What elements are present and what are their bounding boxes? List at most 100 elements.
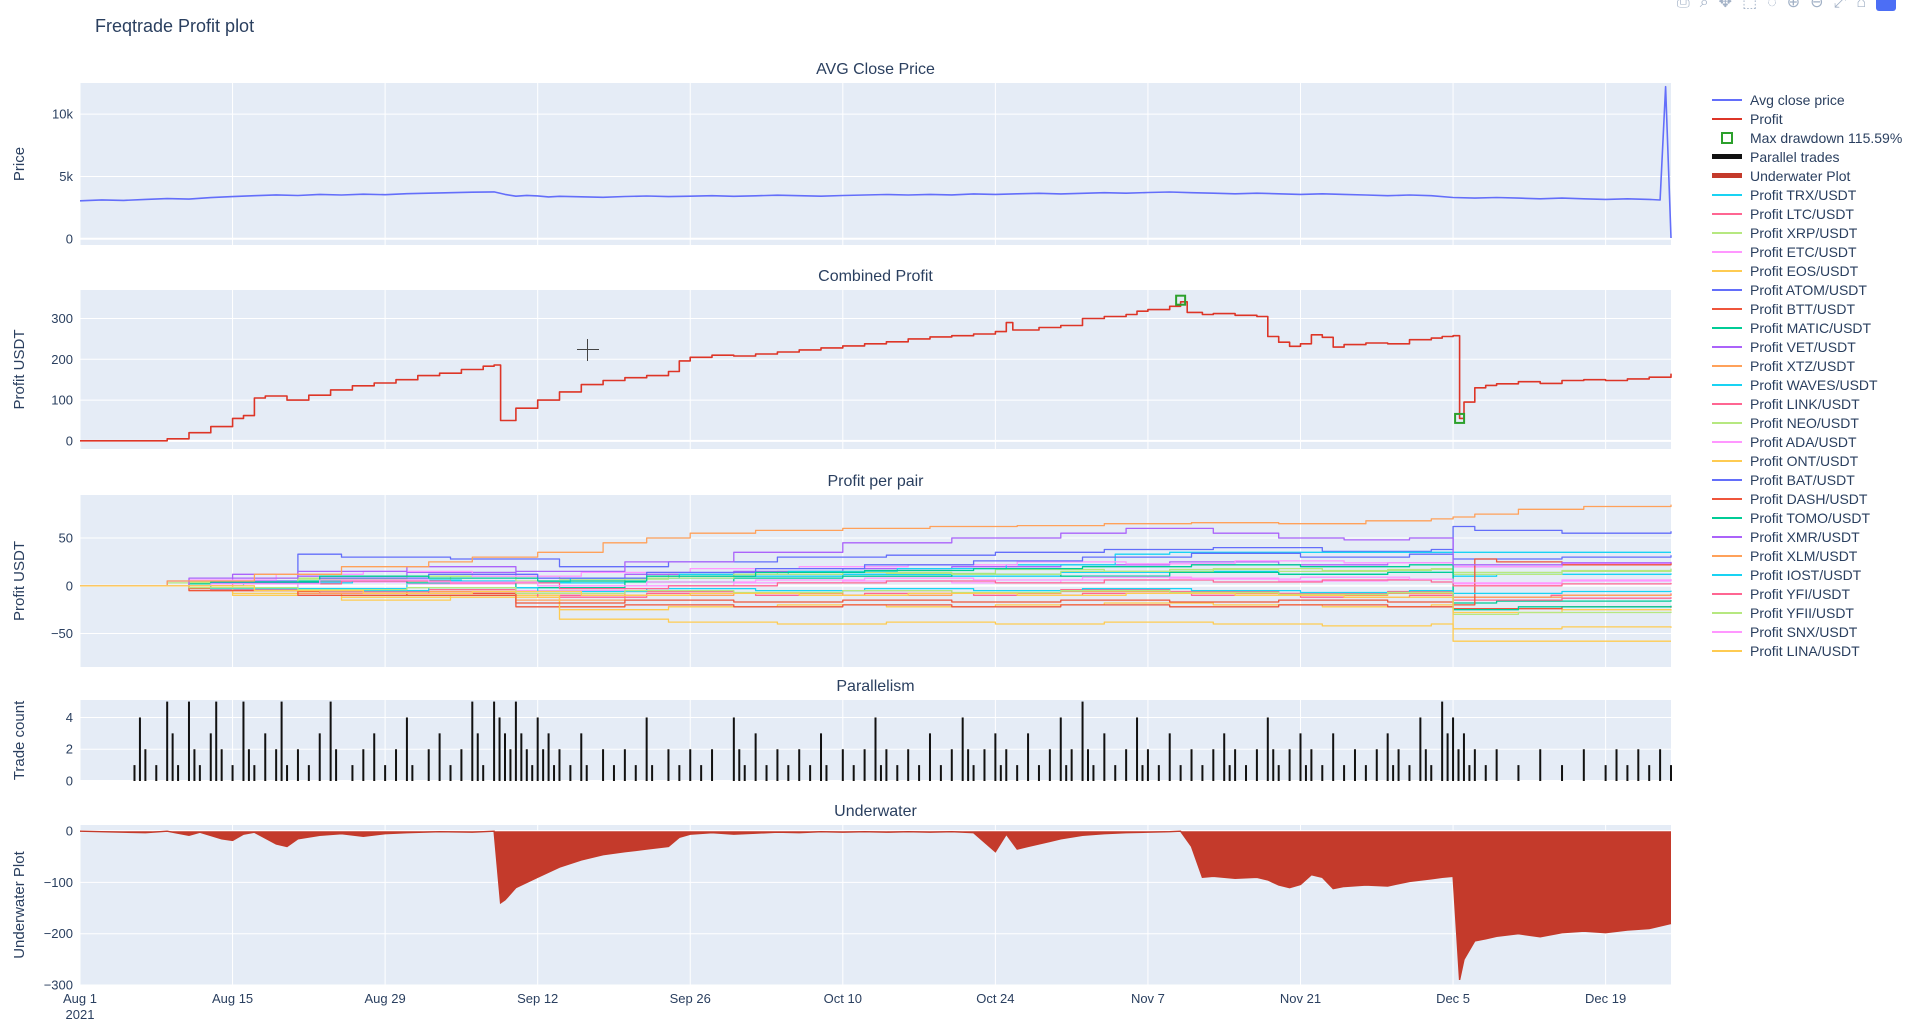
legend-item-profit-trx-usdt[interactable]: Profit TRX/USDT (1712, 185, 1908, 204)
trade-count-bar (732, 717, 735, 781)
legend-sample-shape (1712, 573, 1742, 576)
y-tick-label: 10k (52, 107, 73, 122)
legend-item-profit-tomo-usdt[interactable]: Profit TOMO/USDT (1712, 508, 1908, 527)
trade-count-bar (264, 733, 267, 781)
legend-item-profit[interactable]: Profit (1712, 109, 1908, 128)
legend-item-profit-ltc-usdt[interactable]: Profit LTC/USDT (1712, 204, 1908, 223)
legend-label: Profit WAVES/USDT (1750, 376, 1878, 393)
trade-count-bar (1037, 765, 1040, 781)
series-profit (80, 301, 1672, 442)
legend-item-profit-dash-usdt[interactable]: Profit DASH/USDT (1712, 489, 1908, 508)
trade-count-bar (493, 701, 496, 781)
trade-count-bar (155, 765, 158, 781)
legend-item-profit-atom-usdt[interactable]: Profit ATOM/USDT (1712, 280, 1908, 299)
trade-count-bar (1234, 749, 1237, 781)
trade-count-bar (476, 733, 479, 781)
trade-count-bar (1419, 717, 1422, 781)
trade-count-bar (275, 749, 278, 781)
legend-item-max-drawdown-115-59-[interactable]: Max drawdown 115.59% (1712, 128, 1908, 147)
legend-item-profit-lina-usdt[interactable]: Profit LINA/USDT (1712, 641, 1908, 660)
legend-label: Max drawdown 115.59% (1750, 129, 1903, 146)
legend-item-profit-xrp-usdt[interactable]: Profit XRP/USDT (1712, 223, 1908, 242)
legend-item-profit-yfii-usdt[interactable]: Profit YFII/USDT (1712, 603, 1908, 622)
y-tick-label: 5k (59, 169, 73, 184)
trade-count-bar (133, 765, 136, 781)
plot-background[interactable] (80, 290, 1671, 449)
box-select-icon[interactable]: ⬚ (1742, 0, 1758, 11)
legend-item-profit-eos-usdt[interactable]: Profit EOS/USDT (1712, 261, 1908, 280)
trade-count-bar (1353, 749, 1356, 781)
legend-sample-shape (1712, 459, 1742, 462)
pan-icon[interactable]: ✥ (1718, 0, 1733, 11)
legend-item-profit-xlm-usdt[interactable]: Profit XLM/USDT (1712, 546, 1908, 565)
trade-count-bar (950, 749, 953, 781)
trade-count-bar (1114, 765, 1117, 781)
legend-item-profit-matic-usdt[interactable]: Profit MATIC/USDT (1712, 318, 1908, 337)
legend-item-profit-btt-usdt[interactable]: Profit BTT/USDT (1712, 299, 1908, 318)
trade-count-bar (1223, 733, 1226, 781)
trade-count-bar (863, 749, 866, 781)
autoscale-icon[interactable]: ⤢ (1833, 0, 1847, 11)
legend-item-parallel-trades[interactable]: Parallel trades (1712, 147, 1908, 166)
lasso-select-icon[interactable]: ◌ (1767, 0, 1777, 11)
legend-item-profit-ada-usdt[interactable]: Profit ADA/USDT (1712, 432, 1908, 451)
trade-count-bar (286, 765, 289, 781)
legend-item-profit-xtz-usdt[interactable]: Profit XTZ/USDT (1712, 356, 1908, 375)
legend-item-profit-yfi-usdt[interactable]: Profit YFI/USDT (1712, 584, 1908, 603)
legend-item-profit-etc-usdt[interactable]: Profit ETC/USDT (1712, 242, 1908, 261)
legend-item-profit-neo-usdt[interactable]: Profit NEO/USDT (1712, 413, 1908, 432)
legend-item-profit-link-usdt[interactable]: Profit LINK/USDT (1712, 394, 1908, 413)
legend-item-profit-iost-usdt[interactable]: Profit IOST/USDT (1712, 565, 1908, 584)
legend-item-profit-ont-usdt[interactable]: Profit ONT/USDT (1712, 451, 1908, 470)
legend-item-profit-xmr-usdt[interactable]: Profit XMR/USDT (1712, 527, 1908, 546)
trade-count-bar (427, 749, 430, 781)
trade-count-bar (253, 765, 256, 781)
plotly-logo[interactable] (1876, 0, 1896, 11)
trade-count-bar (177, 765, 180, 781)
download-plot-icon[interactable]: ⎙ (1676, 0, 1690, 11)
legend-label: Profit LTC/USDT (1750, 205, 1854, 222)
legend-line-sample-icon (1712, 307, 1742, 310)
trade-count-bar (1408, 765, 1411, 781)
legend-item-profit-waves-usdt[interactable]: Profit WAVES/USDT (1712, 375, 1908, 394)
trade-count-bar (820, 733, 823, 781)
x-tick-label: Aug 1 (63, 991, 97, 1006)
reset-axes-icon[interactable]: ⌂ (1856, 0, 1866, 11)
legend-sample-shape (1712, 611, 1742, 614)
legend-sample-shape (1712, 98, 1742, 101)
series-profit-yfii-usdt (80, 585, 1672, 616)
trade-count-bar (482, 765, 485, 781)
trade-count-bar (514, 701, 517, 781)
x-tick-year-label: 2021 (66, 1007, 95, 1022)
legend-label: Profit XLM/USDT (1750, 547, 1858, 564)
series-profit-xlm-usdt (80, 504, 1672, 587)
legend-sample-shape (1712, 173, 1742, 178)
legend-line-sample-icon (1712, 421, 1742, 424)
legend-line-sample-icon (1712, 459, 1742, 462)
plot-background[interactable] (80, 83, 1671, 245)
trade-count-bar (209, 733, 212, 781)
legend-item-avg-close-price[interactable]: Avg close price (1712, 90, 1908, 109)
trade-count-bar (1005, 749, 1008, 781)
trade-count-bar (1201, 765, 1204, 781)
legend-item-profit-snx-usdt[interactable]: Profit SNX/USDT (1712, 622, 1908, 641)
legend-item-profit-vet-usdt[interactable]: Profit VET/USDT (1712, 337, 1908, 356)
zoom-icon[interactable]: ⌕ (1699, 0, 1709, 11)
underwater-area (80, 831, 1671, 980)
trade-count-bar (1495, 749, 1498, 781)
legend-item-profit-bat-usdt[interactable]: Profit BAT/USDT (1712, 470, 1908, 489)
y-axis-title: Trade count (11, 700, 28, 780)
zoom-out-icon[interactable]: ⊖ (1810, 0, 1824, 11)
trade-count-bar (1179, 765, 1182, 781)
trade-count-bar (1364, 765, 1367, 781)
trade-count-bar (1125, 749, 1128, 781)
legend-line-sample-icon (1712, 573, 1742, 576)
trade-count-bar (1086, 749, 1089, 781)
trade-count-bar (247, 749, 250, 781)
zoom-in-icon[interactable]: ⊕ (1786, 0, 1801, 11)
legend-item-underwater-plot[interactable]: Underwater Plot (1712, 166, 1908, 185)
trade-count-bar (449, 765, 452, 781)
legend-line-sample-icon (1712, 173, 1742, 178)
trade-count-bar (754, 733, 757, 781)
